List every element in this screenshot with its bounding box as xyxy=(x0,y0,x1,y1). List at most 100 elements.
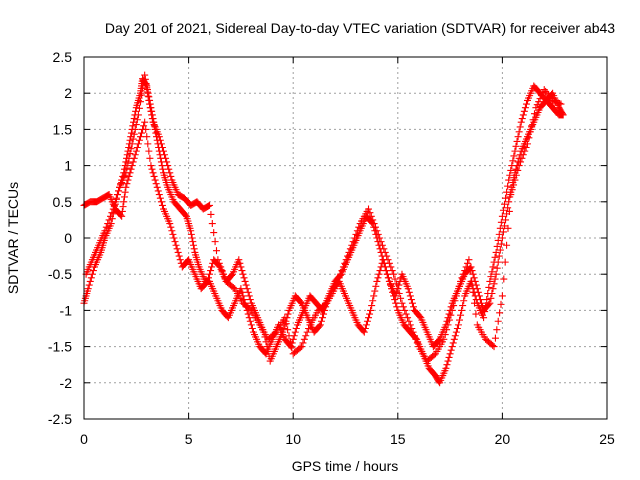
data-point-interp xyxy=(504,182,512,190)
data-point-interp xyxy=(464,259,472,267)
data-point-interp xyxy=(365,314,373,322)
data-point xyxy=(498,234,506,242)
data-point-interp xyxy=(497,300,505,308)
data-point-interp xyxy=(189,241,197,249)
data-point-interp xyxy=(349,238,357,246)
data-point xyxy=(162,154,170,162)
data-point xyxy=(524,140,532,148)
data-point-interp xyxy=(391,275,399,283)
data-point-interp xyxy=(86,277,94,285)
data-point-interp xyxy=(382,267,390,275)
data-point xyxy=(84,285,92,293)
data-point-interp xyxy=(491,275,499,283)
data-point-interp xyxy=(206,270,214,278)
data-point xyxy=(559,111,567,119)
data-point xyxy=(141,71,149,79)
data-point-interp xyxy=(503,241,511,249)
data-point-interp xyxy=(346,245,354,253)
data-point-interp xyxy=(374,274,382,282)
data-point xyxy=(145,96,153,104)
data-point-interp xyxy=(181,211,189,219)
data-point-interp xyxy=(120,198,128,206)
y-tick-label: -2.5 xyxy=(48,411,72,427)
y-tick-label: 2.5 xyxy=(53,49,73,65)
data-point-interp xyxy=(371,223,379,231)
data-point-interp xyxy=(123,164,131,172)
data-point-interp xyxy=(136,98,144,106)
data-point-interp xyxy=(391,296,399,304)
data-point-interp xyxy=(530,110,538,118)
data-point-interp xyxy=(471,299,479,307)
data-point-interp xyxy=(496,309,504,317)
data-point xyxy=(498,212,506,220)
data-point-interp xyxy=(211,238,219,246)
data-point-interp xyxy=(303,328,311,336)
data-point xyxy=(404,285,412,293)
data-point-interp xyxy=(120,193,128,201)
data-point-interp xyxy=(288,344,296,352)
data-point xyxy=(118,212,126,220)
x-tick-label: 5 xyxy=(185,431,193,447)
data-point-interp xyxy=(207,267,215,275)
data-point-interp xyxy=(351,234,359,242)
data-point xyxy=(241,277,249,285)
data-point-interp xyxy=(476,296,484,304)
data-point-interp xyxy=(130,115,138,123)
data-point-interp xyxy=(173,245,181,253)
data-point-interp xyxy=(384,256,392,264)
data-point-interp xyxy=(485,300,493,308)
data-point xyxy=(442,364,450,372)
data-point-interp xyxy=(132,107,140,115)
data-point-interp xyxy=(519,111,527,119)
data-point-interp xyxy=(457,311,465,319)
data-point xyxy=(381,248,389,256)
data-point-interp xyxy=(512,142,520,150)
data-point-interp xyxy=(113,191,121,199)
data-point-interp xyxy=(341,259,349,267)
data-point-interp xyxy=(509,157,517,165)
data-point-interp xyxy=(374,230,382,238)
data-point-interp xyxy=(240,274,248,282)
data-point-interp xyxy=(219,270,227,278)
data-point xyxy=(465,256,473,264)
data-point-interp xyxy=(485,283,493,291)
data-point-interp xyxy=(409,303,417,311)
data-point-interp xyxy=(104,220,112,228)
data-point-interp xyxy=(129,158,137,166)
data-point-interp xyxy=(125,154,133,162)
data-point-interp xyxy=(133,144,141,151)
grid xyxy=(84,57,607,419)
data-point-interp xyxy=(451,332,459,340)
data-point-interp xyxy=(366,310,374,318)
data-point-interp xyxy=(521,147,529,155)
data-point-interp xyxy=(522,100,530,108)
data-point xyxy=(373,227,381,235)
data-point xyxy=(505,176,513,184)
data-point-interp xyxy=(321,300,329,308)
data-point-interp xyxy=(135,136,143,144)
data-point-interp xyxy=(202,279,210,287)
data-point-interp xyxy=(106,212,114,220)
data-point-interp xyxy=(513,137,521,145)
chart-title: Day 201 of 2021, Sidereal Day-to-day VTE… xyxy=(105,20,615,36)
data-point-interp xyxy=(352,230,360,238)
data-point-interp xyxy=(188,234,196,242)
data-point-interp xyxy=(445,353,453,361)
data-point xyxy=(440,335,448,343)
data-point-interp xyxy=(443,326,451,334)
data-point xyxy=(203,277,211,285)
data-point-interp xyxy=(444,357,452,365)
data-point-interp xyxy=(392,280,400,288)
data-point-interp xyxy=(148,115,156,123)
data-point-interp xyxy=(345,248,353,256)
data-point-interp xyxy=(157,198,165,206)
data-point-interp xyxy=(376,234,384,242)
data-point-interp xyxy=(502,194,510,202)
data-point-interp xyxy=(207,210,215,218)
data-point-interp xyxy=(132,121,140,129)
data-point-interp xyxy=(286,338,294,346)
data-point-interp xyxy=(397,294,405,302)
data-point-interp xyxy=(488,268,496,276)
data-point-interp xyxy=(525,134,533,142)
data-point-interp xyxy=(499,228,507,236)
